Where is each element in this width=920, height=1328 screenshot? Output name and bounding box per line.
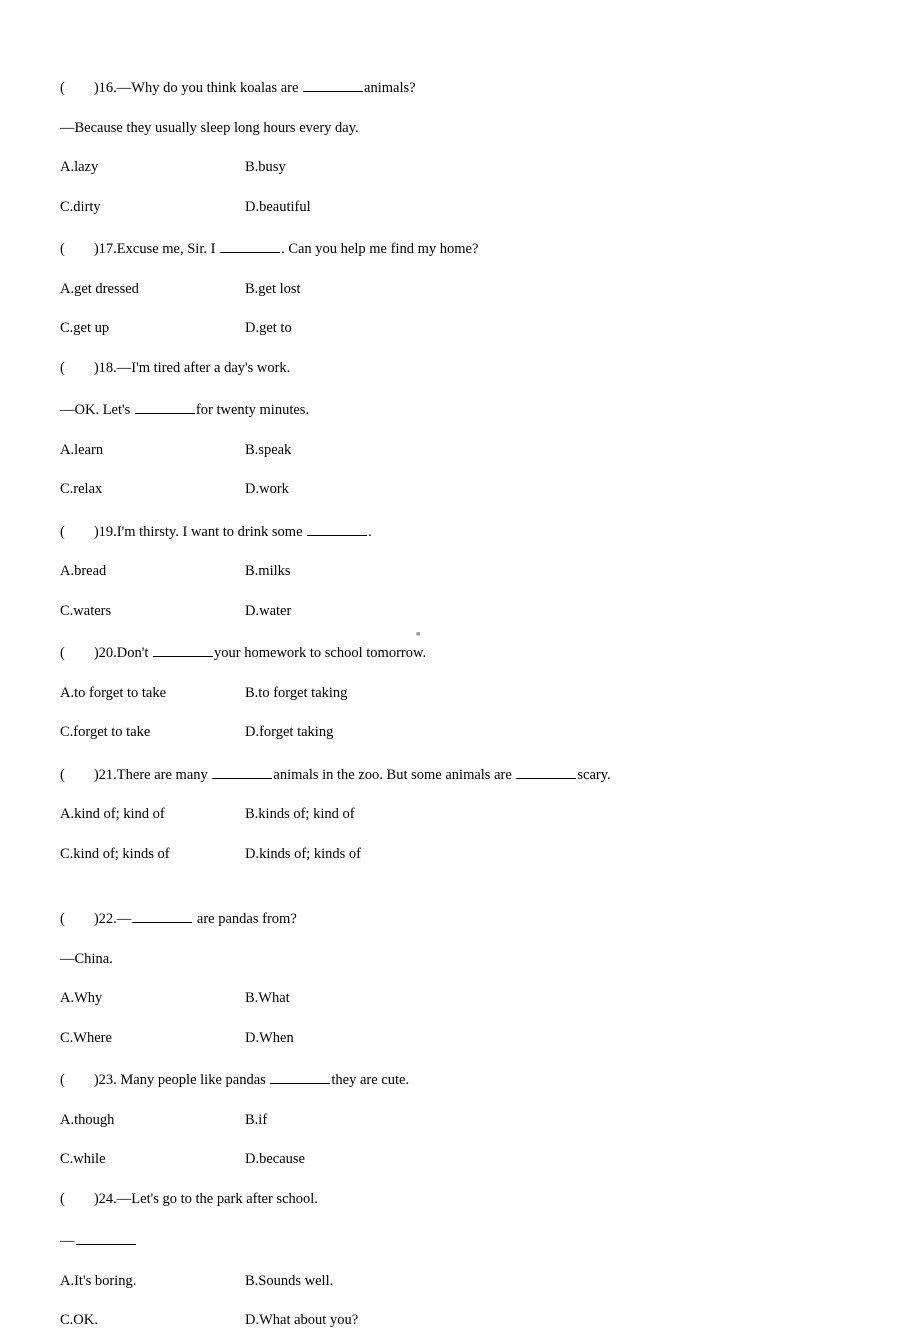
q18-option-d[interactable]: D.work xyxy=(245,482,289,497)
q24-option-d[interactable]: D.What about you? xyxy=(245,1313,358,1328)
q16-option-a[interactable]: A.lazy xyxy=(60,160,245,175)
q22-option-b[interactable]: B.What xyxy=(245,991,290,1006)
q21-options-row2: C.kind of; kinds ofD.kinds of; kinds of xyxy=(60,847,860,862)
q22-options-row1: A.WhyB.What xyxy=(60,991,860,1006)
q22-prompt-line1: ( )22.— are pandas from? xyxy=(60,909,860,927)
q22-option-a[interactable]: A.Why xyxy=(60,991,245,1006)
q18-line2-post: for twenty minutes. xyxy=(196,402,309,418)
q24-option-c[interactable]: C.OK. xyxy=(60,1313,245,1328)
q20-prompt-pre: ( )20.Don't xyxy=(60,645,152,661)
q23-options-row2: C.whileD.because xyxy=(60,1152,860,1167)
q24-option-b[interactable]: B.Sounds well. xyxy=(245,1274,333,1289)
blank[interactable] xyxy=(516,765,576,779)
q23-option-a[interactable]: A.though xyxy=(60,1113,245,1128)
q18-option-b[interactable]: B.speak xyxy=(245,443,291,458)
q16-prompt-pre: ( )16.—Why do you think koalas are xyxy=(60,80,302,96)
q23-options-row1: A.thoughB.if xyxy=(60,1113,860,1128)
q19-options-row2: C.watersD.water xyxy=(60,604,860,619)
q19-option-a[interactable]: A.bread xyxy=(60,564,245,579)
q18-option-c[interactable]: C.relax xyxy=(60,482,245,497)
q20-option-a[interactable]: A.to forget to take xyxy=(60,686,245,701)
q16-option-b[interactable]: B.busy xyxy=(245,160,286,175)
q19-options-row1: A.breadB.milks xyxy=(60,564,860,579)
q17-prompt-pre: ( )17.Excuse me, Sir. I xyxy=(60,241,219,257)
q22-prompt-pre: ( )22.— xyxy=(60,911,131,927)
q16-prompt-line2: —Because they usually sleep long hours e… xyxy=(60,121,860,136)
q22-option-d[interactable]: D.When xyxy=(245,1031,294,1046)
q16-option-c[interactable]: C.dirty xyxy=(60,200,245,215)
blank[interactable] xyxy=(76,1231,136,1245)
blank[interactable] xyxy=(132,909,192,923)
blank[interactable] xyxy=(220,239,280,253)
q23-prompt-post: they are cute. xyxy=(331,1072,409,1088)
q17-option-d[interactable]: D.get to xyxy=(245,321,292,336)
q18-prompt-line2: —OK. Let's for twenty minutes. xyxy=(60,400,860,418)
q23-option-d[interactable]: D.because xyxy=(245,1152,305,1167)
q18-prompt-line1: ( )18.—I'm tired after a day's work. xyxy=(60,361,860,376)
q23-prompt-line1: ( )23. Many people like pandas they are … xyxy=(60,1070,860,1088)
q21-prompt-line1: ( )21.There are many animals in the zoo.… xyxy=(60,765,860,783)
q19-option-b[interactable]: B.milks xyxy=(245,564,291,579)
q16-option-d[interactable]: D.beautiful xyxy=(245,200,311,215)
q22-prompt-post: are pandas from? xyxy=(193,911,296,927)
blank[interactable] xyxy=(153,643,213,657)
q20-prompt-line1: ( )20.Don't your homework to school tomo… xyxy=(60,643,860,661)
q19-prompt-post: . xyxy=(368,524,372,540)
q20-option-c[interactable]: C.forget to take xyxy=(60,725,245,740)
q16-prompt-post: animals? xyxy=(364,80,416,96)
q21-option-c[interactable]: C.kind of; kinds of xyxy=(60,847,245,862)
q24-prompt-line2: — xyxy=(60,1231,860,1249)
q18-options-row1: A.learnB.speak xyxy=(60,443,860,458)
q20-option-d[interactable]: D.forget taking xyxy=(245,725,333,740)
q18-option-a[interactable]: A.learn xyxy=(60,443,245,458)
blank[interactable] xyxy=(135,400,195,414)
q17-prompt-post: . Can you help me find my home? xyxy=(281,241,478,257)
q24-prompt-line1: ( )24.—Let's go to the park after school… xyxy=(60,1192,860,1207)
q24-options-row2: C.OK.D.What about you? xyxy=(60,1313,860,1328)
q17-prompt-line1: ( )17.Excuse me, Sir. I . Can you help m… xyxy=(60,239,860,257)
q21-prompt-mid: animals in the zoo. But some animals are xyxy=(273,767,515,783)
q17-option-a[interactable]: A.get dressed xyxy=(60,282,245,297)
q22-option-c[interactable]: C.Where xyxy=(60,1031,245,1046)
q23-option-b[interactable]: B.if xyxy=(245,1113,267,1128)
q21-prompt-post: scary. xyxy=(577,767,610,783)
q19-prompt-pre: ( )19.I'm thirsty. I want to drink some xyxy=(60,524,306,540)
q21-option-d[interactable]: D.kinds of; kinds of xyxy=(245,847,361,862)
q17-option-b[interactable]: B.get lost xyxy=(245,282,301,297)
q17-options-row2: C.get upD.get to xyxy=(60,321,860,336)
q21-option-a[interactable]: A.kind of; kind of xyxy=(60,807,245,822)
q22-options-row2: C.WhereD.When xyxy=(60,1031,860,1046)
q21-prompt-pre: ( )21.There are many xyxy=(60,767,211,783)
q19-option-d[interactable]: D.water xyxy=(245,604,291,619)
q24-line2-pre: — xyxy=(60,1233,75,1249)
q20-prompt-post: your homework to school tomorrow. xyxy=(214,645,426,661)
q19-prompt-line1: ( )19.I'm thirsty. I want to drink some … xyxy=(60,522,860,540)
q16-options-row1: A.lazyB.busy xyxy=(60,160,860,175)
q17-option-c[interactable]: C.get up xyxy=(60,321,245,336)
page-dot-marker: ■ xyxy=(416,631,420,638)
q20-options-row1: A.to forget to takeB.to forget taking xyxy=(60,686,860,701)
q18-line2-pre: —OK. Let's xyxy=(60,402,134,418)
q24-option-a[interactable]: A.It's boring. xyxy=(60,1274,245,1289)
q24-options-row1: A.It's boring.B.Sounds well. xyxy=(60,1274,860,1289)
q23-prompt-pre: ( )23. Many people like pandas xyxy=(60,1072,269,1088)
q22-prompt-line2: —China. xyxy=(60,952,860,967)
q20-options-row2: C.forget to takeD.forget taking xyxy=(60,725,860,740)
q19-option-c[interactable]: C.waters xyxy=(60,604,245,619)
blank[interactable] xyxy=(303,78,363,92)
q18-options-row2: C.relaxD.work xyxy=(60,482,860,497)
q21-options-row1: A.kind of; kind ofB.kinds of; kind of xyxy=(60,807,860,822)
blank[interactable] xyxy=(307,522,367,536)
q21-option-b[interactable]: B.kinds of; kind of xyxy=(245,807,355,822)
q17-options-row1: A.get dressedB.get lost xyxy=(60,282,860,297)
blank[interactable] xyxy=(212,765,272,779)
q16-prompt-line1: ( )16.—Why do you think koalas are anima… xyxy=(60,78,860,96)
q20-option-b[interactable]: B.to forget taking xyxy=(245,686,347,701)
blank[interactable] xyxy=(270,1070,330,1084)
q23-option-c[interactable]: C.while xyxy=(60,1152,245,1167)
q16-options-row2: C.dirtyD.beautiful xyxy=(60,200,860,215)
